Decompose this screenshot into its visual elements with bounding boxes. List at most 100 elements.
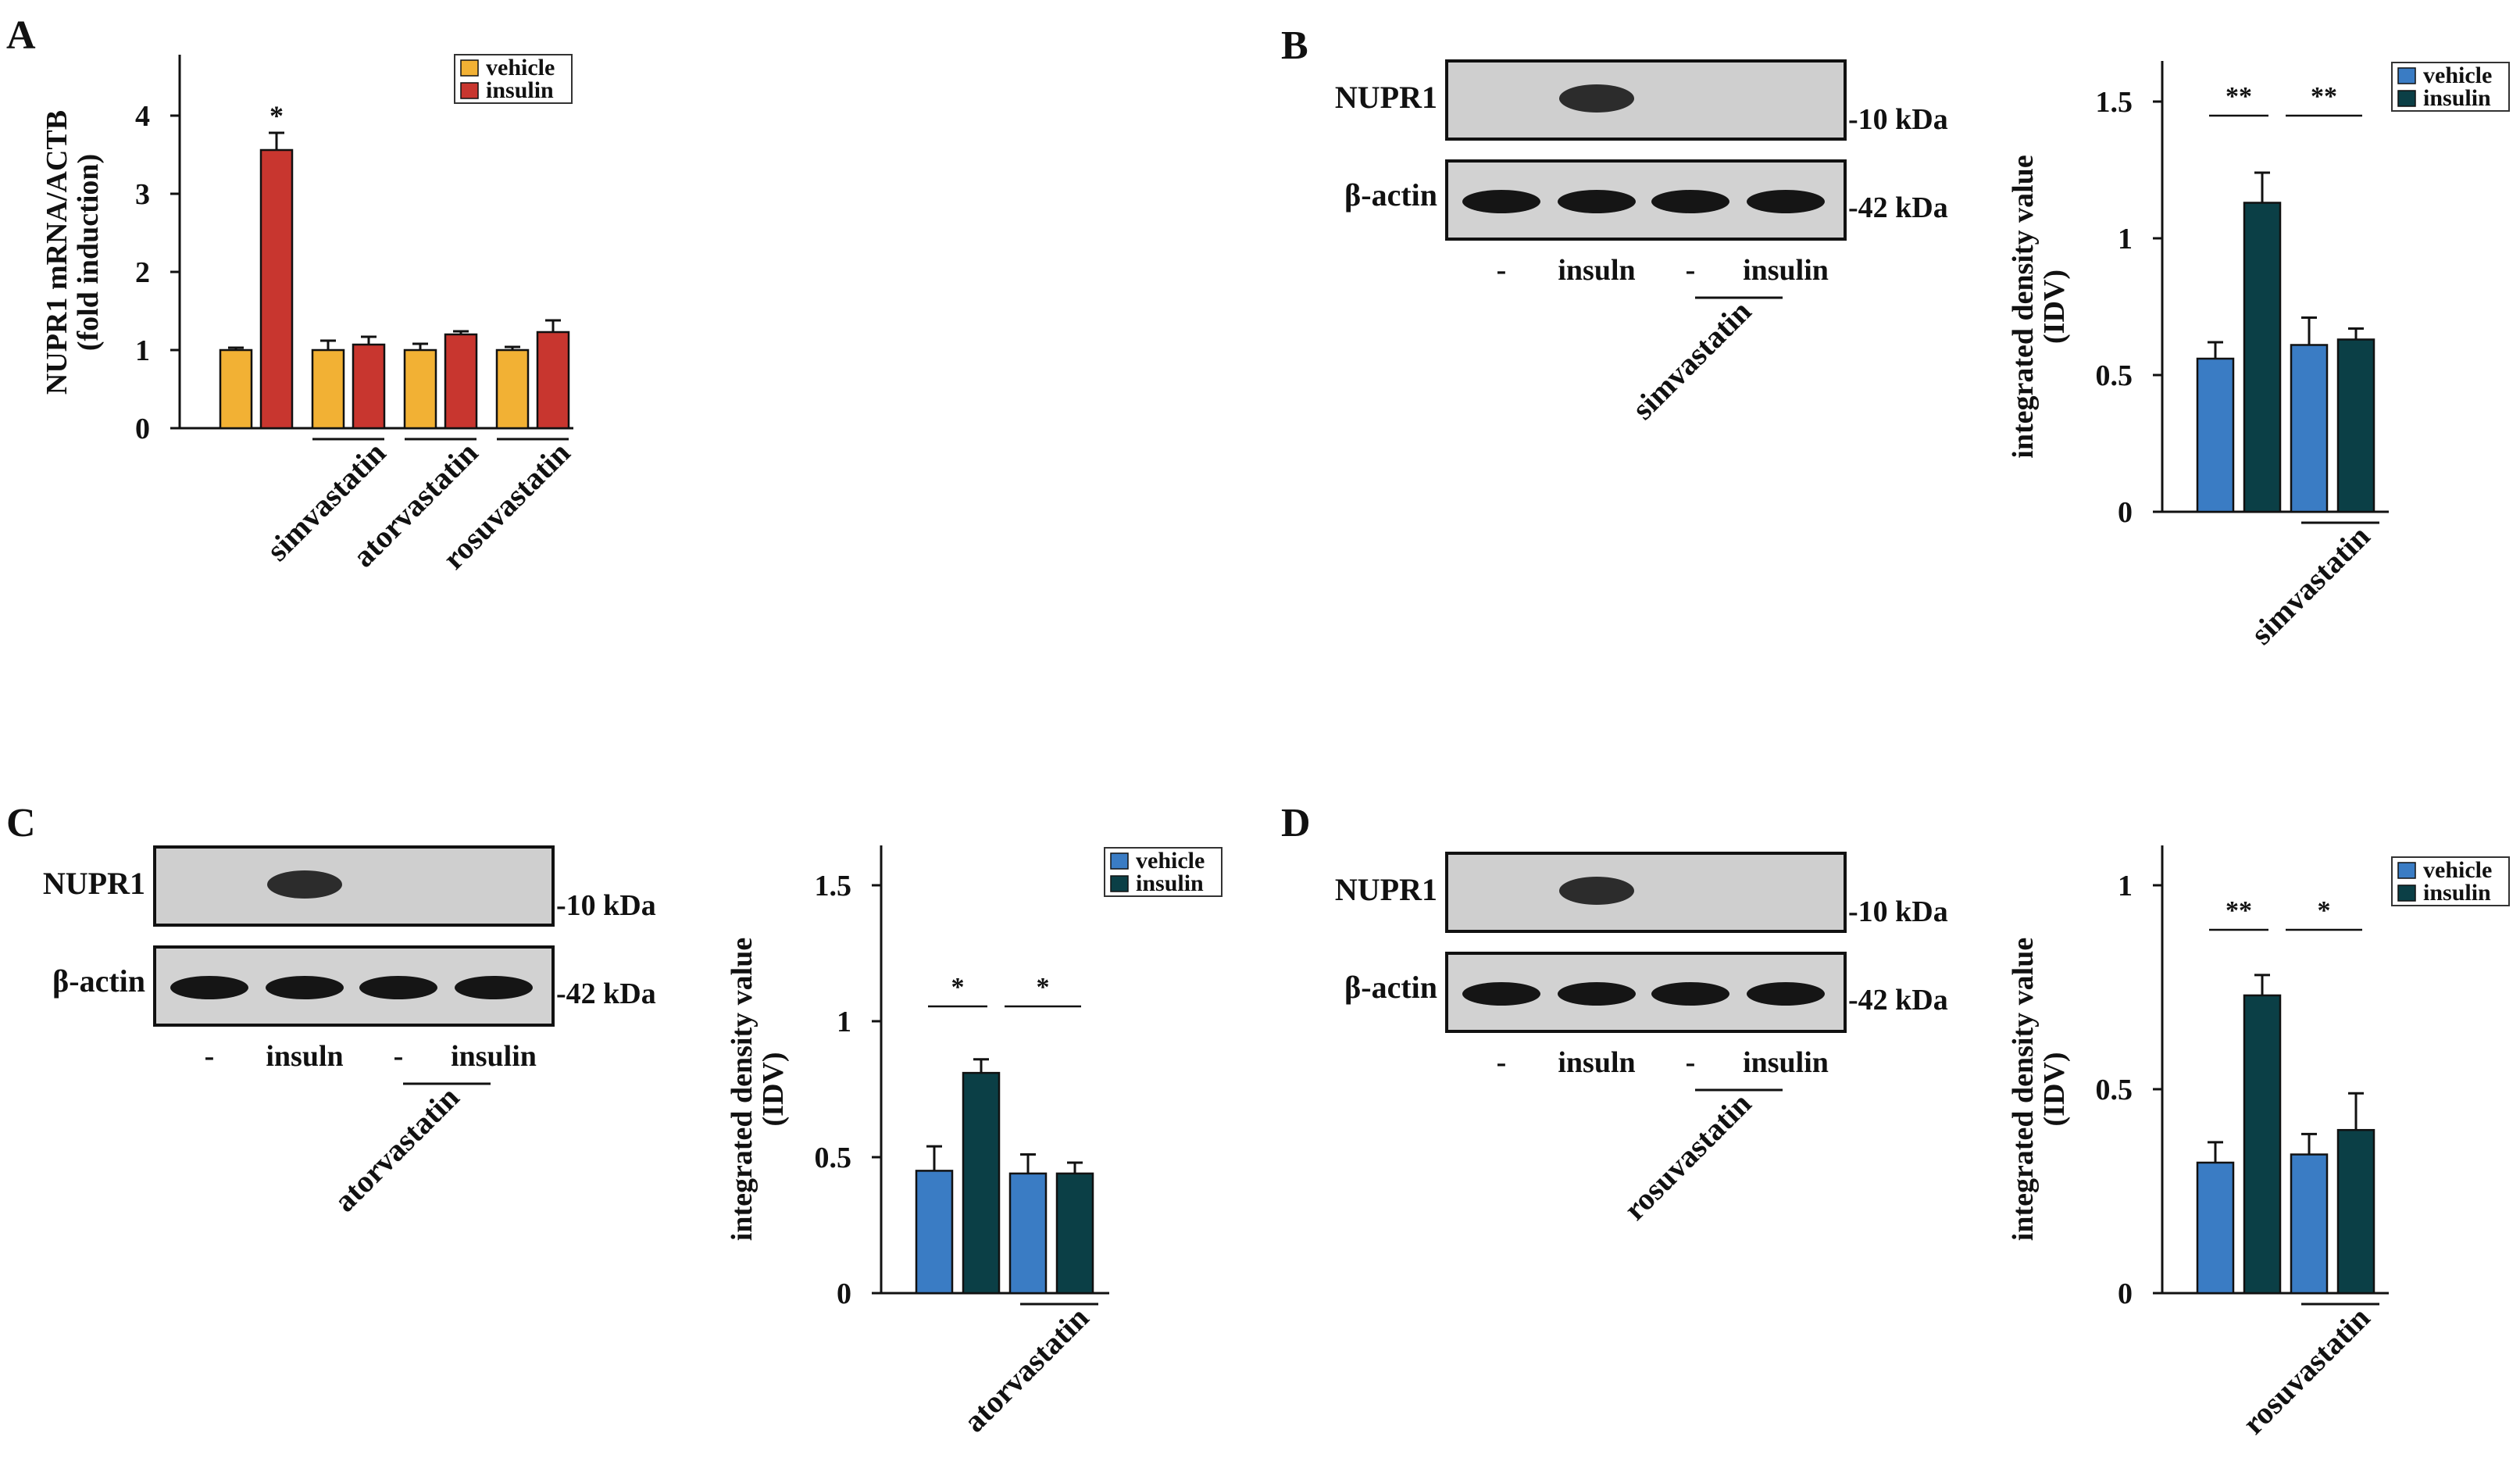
band-actin-3 — [1747, 982, 1825, 1006]
bar-vehicle-0 — [2196, 357, 2235, 513]
legend-swatch-insulin — [2397, 884, 2416, 902]
legend-swatch-vehicle — [2397, 862, 2416, 879]
band-actin-2 — [359, 976, 437, 999]
band-actin-3 — [1747, 190, 1825, 213]
legend-swatch-insulin — [1110, 875, 1129, 892]
significance-star: * — [1037, 973, 1050, 1002]
legend-swatch-insulin — [2397, 90, 2416, 107]
significance-star: ** — [2311, 82, 2337, 111]
bar-insulin-3 — [536, 331, 570, 430]
kda-label-10: -10 kDa — [1848, 895, 1948, 928]
group-label: simvastatin — [2243, 519, 2376, 652]
panel-label-b: B — [1281, 23, 1308, 68]
legend-label-vehicle: vehicle — [2423, 857, 2492, 883]
y-tick-label: 0 — [135, 413, 150, 445]
kda-label-42: -42 kDa — [1848, 191, 1948, 224]
bar-vehicle-0 — [915, 1170, 954, 1295]
y-tick-label: 3 — [135, 178, 150, 211]
band-actin-3 — [455, 976, 533, 999]
legend-label-vehicle: vehicle — [486, 55, 555, 80]
legend-label-insulin: insulin — [486, 77, 554, 103]
y-tick-label: 2 — [135, 256, 150, 289]
bar-insulin-3 — [2336, 338, 2375, 513]
group-label: rosuvastatin — [2236, 1300, 2377, 1442]
y-tick-label: 0.5 — [2096, 1074, 2133, 1106]
band-label-actin: β-actin — [1344, 177, 1437, 213]
bar-insulin-1 — [962, 1071, 1001, 1295]
significance-star: * — [951, 973, 965, 1002]
band-nupr1-insulin — [1559, 877, 1634, 905]
lane-label-2: - — [1686, 1046, 1696, 1079]
significance-star: ** — [2226, 82, 2252, 111]
lane-label-0: - — [205, 1040, 215, 1073]
y-tick-label: 1 — [2118, 223, 2133, 256]
blot-nupr1 — [1445, 852, 1847, 933]
lane-label-3: insulin — [1743, 254, 1829, 287]
y-axis-label: integrated density value — [2007, 155, 2040, 458]
treatment-label: rosuvastatin — [1617, 1086, 1758, 1228]
y-tick-label: 0.5 — [815, 1142, 852, 1174]
y-tick-label: 0.5 — [2096, 359, 2133, 392]
y-tick-label: 1 — [837, 1006, 851, 1038]
panel-label-d: D — [1281, 801, 1311, 845]
y-axis-label-2: (IDV) — [2038, 270, 2071, 344]
bar-insulin-0 — [259, 148, 294, 430]
chart-b: 0 0.5 1 1.5 integrated density value(IDV) veh… — [2007, 61, 2510, 652]
lane-label-3: insulin — [1743, 1046, 1829, 1079]
band-label-nupr1: NUPR1 — [43, 866, 145, 901]
bar-vehicle-0 — [219, 348, 253, 430]
legend-swatch-vehicle — [2397, 67, 2416, 84]
band-label-nupr1: NUPR1 — [1335, 872, 1437, 907]
y-tick-label: 0 — [837, 1278, 851, 1310]
y-axis-label-2: (IDV) — [2038, 1052, 2071, 1127]
band-actin-2 — [1651, 190, 1729, 213]
kda-label-42: -42 kDa — [556, 977, 656, 1010]
blot-nupr1 — [153, 845, 555, 927]
legend-swatch-vehicle — [460, 59, 479, 77]
legend-label-insulin: insulin — [2423, 85, 2491, 111]
chart-d: 0 0.5 1 integrated density value(IDV) vehicl… — [2007, 845, 2510, 1442]
bar-vehicle-2 — [2290, 344, 2329, 513]
bar-vehicle-1 — [311, 348, 345, 430]
bar-vehicle-2 — [403, 348, 437, 430]
bar-vehicle-2 — [1008, 1172, 1048, 1295]
y-tick-label: 1.5 — [815, 870, 852, 902]
bar-insulin-1 — [352, 343, 386, 430]
legend-label-insulin: insulin — [1136, 870, 1204, 896]
lane-label-1: insuln — [1558, 254, 1635, 287]
band-actin-0 — [170, 976, 248, 999]
band-label-nupr1: NUPR1 — [1335, 80, 1437, 115]
western-blot-d: NUPR1 β-actin -10 kDa -42 kDa - insuln - insuli… — [1335, 852, 1948, 1228]
bar-vehicle-3 — [495, 348, 530, 430]
kda-label-10: -10 kDa — [1848, 103, 1948, 136]
y-tick-label: 0 — [2118, 496, 2133, 529]
band-actin-1 — [266, 976, 344, 999]
y-tick-label: 0 — [2118, 1278, 2133, 1310]
lane-label-0: - — [1497, 1046, 1507, 1079]
chart-c: 0 0.5 1 1.5 integrated density value(IDV) veh… — [726, 845, 1223, 1438]
lane-label-2: - — [394, 1040, 404, 1073]
y-tick-label: 4 — [135, 100, 150, 133]
y-tick-label: 1 — [2118, 870, 2133, 902]
band-actin-2 — [1651, 982, 1729, 1006]
band-actin-0 — [1462, 982, 1540, 1006]
band-nupr1-insulin — [1559, 84, 1634, 113]
kda-label-42: -42 kDa — [1848, 984, 1948, 1017]
lane-label-2: - — [1686, 254, 1696, 287]
y-axis-label: NUPR1 mRNA/ACTB — [41, 110, 73, 395]
legend-label-insulin: insulin — [2423, 880, 2491, 906]
y-tick-label: 1 — [135, 334, 150, 367]
band-label-actin: β-actin — [1344, 970, 1437, 1005]
legend-label-vehicle: vehicle — [1136, 848, 1205, 874]
band-actin-0 — [1462, 190, 1540, 213]
significance-star: ** — [2226, 896, 2252, 925]
y-axis-label: integrated density value — [726, 938, 758, 1241]
treatment-label: simvastatin — [1625, 294, 1758, 427]
bar-insulin-3 — [2336, 1128, 2375, 1295]
band-label-actin: β-actin — [52, 963, 145, 999]
bar-vehicle-0 — [2196, 1161, 2235, 1295]
significance-star: * — [269, 100, 284, 131]
y-axis-label: integrated density value — [2007, 938, 2040, 1241]
significance-star: * — [2318, 896, 2331, 925]
